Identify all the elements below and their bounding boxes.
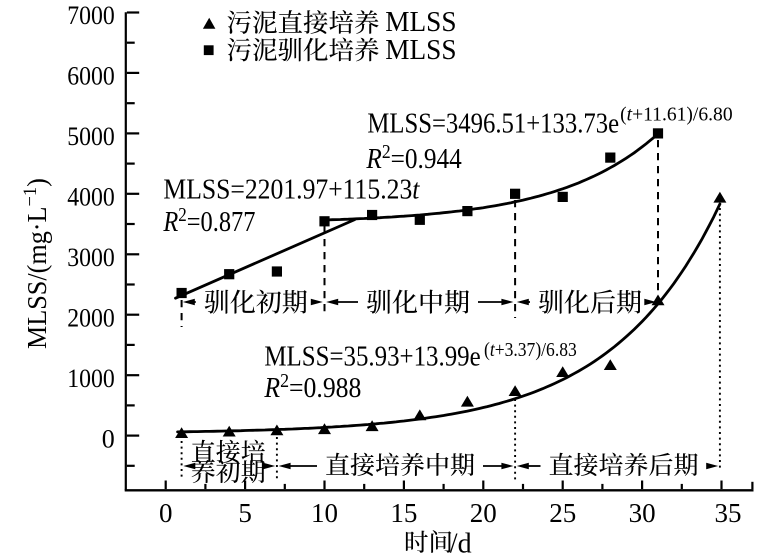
svg-text:MLSS: MLSS [385, 35, 456, 66]
svg-text:7000: 7000 [67, 1, 115, 30]
svg-text:35: 35 [715, 498, 742, 528]
svg-text:0: 0 [159, 498, 173, 528]
svg-text:30: 30 [629, 498, 656, 528]
svg-text:R2=0.944: R2=0.944 [365, 142, 461, 175]
svg-text:MLSS=2201.97+115.23t: MLSS=2201.97+115.23t [163, 175, 420, 206]
svg-text:MLSS/(mg·L−1): MLSS/(mg·L−1) [20, 178, 52, 349]
svg-text:25: 25 [549, 498, 576, 528]
svg-text:/d: /d [450, 528, 472, 559]
svg-text:1000: 1000 [67, 364, 115, 393]
svg-text:15: 15 [390, 498, 417, 528]
svg-text:R2=0.877: R2=0.877 [163, 205, 256, 238]
svg-text:R2=0.988: R2=0.988 [263, 371, 361, 404]
svg-text:5: 5 [238, 498, 252, 528]
svg-text:20: 20 [470, 498, 497, 528]
svg-text:MLSS=3496.51+133.73e: MLSS=3496.51+133.73e [367, 108, 619, 139]
svg-text:0: 0 [102, 424, 115, 453]
svg-text:3000: 3000 [67, 243, 115, 272]
svg-text:MLSS=35.93+13.99e: MLSS=35.93+13.99e [264, 342, 480, 373]
svg-text:5000: 5000 [67, 122, 115, 151]
svg-text:MLSS: MLSS [385, 7, 456, 38]
svg-text:2000: 2000 [67, 303, 115, 332]
svg-text:(t+11.61)/6.80: (t+11.61)/6.80 [620, 104, 733, 125]
svg-text:(t+3.37)/6.83: (t+3.37)/6.83 [484, 340, 577, 361]
svg-text:10: 10 [311, 498, 338, 528]
svg-text:6000: 6000 [67, 62, 115, 91]
svg-text:4000: 4000 [67, 183, 115, 212]
